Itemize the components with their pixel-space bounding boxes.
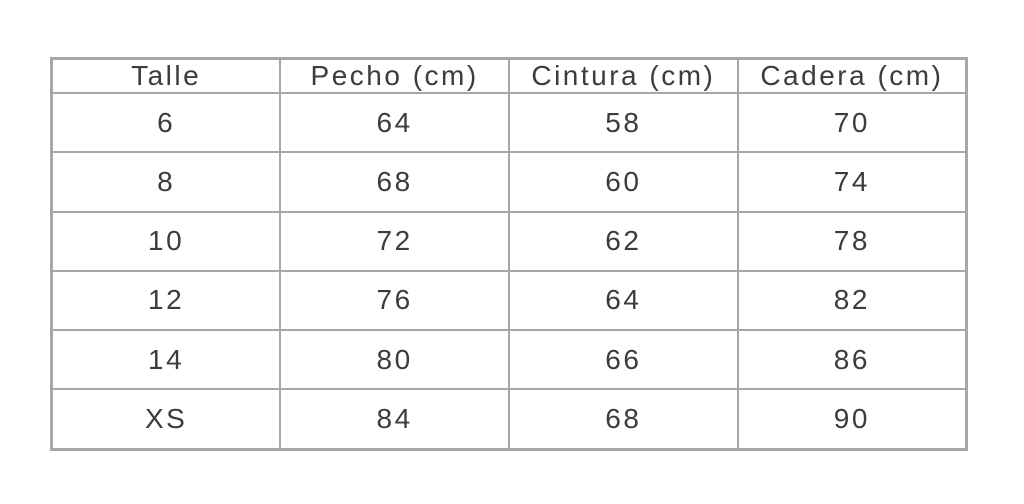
table-cell-talle: 14 <box>50 329 282 391</box>
column-header-cadera: Cadera (cm) <box>736 57 968 94</box>
table-cell-cadera: 74 <box>736 151 968 213</box>
table-cell-talle: 6 <box>50 91 282 154</box>
table-cell-pecho: 76 <box>279 269 510 332</box>
table-row: 14 80 66 86 <box>50 329 968 391</box>
table-cell-talle: 8 <box>50 151 282 213</box>
table-cell-cintura: 58 <box>508 91 739 154</box>
table-cell-pecho: 84 <box>279 388 510 451</box>
table-cell-cadera: 82 <box>736 269 968 332</box>
table-cell-pecho: 68 <box>279 151 510 213</box>
table-cell-cintura: 66 <box>508 329 739 391</box>
table-cell-cadera: 78 <box>736 210 968 272</box>
table-row: 8 68 60 74 <box>50 151 968 213</box>
table-cell-cadera: 90 <box>736 388 968 451</box>
table-cell-talle: 12 <box>50 269 282 332</box>
table-cell-cintura: 68 <box>508 388 739 451</box>
column-header-talle: Talle <box>50 57 282 94</box>
column-header-cintura: Cintura (cm) <box>508 57 739 94</box>
table-row: 6 64 58 70 <box>50 91 968 154</box>
table-row: XS 84 68 90 <box>50 388 968 451</box>
column-header-pecho: Pecho (cm) <box>279 57 510 94</box>
table-cell-pecho: 64 <box>279 91 510 154</box>
table-cell-cintura: 60 <box>508 151 739 213</box>
table-cell-cintura: 62 <box>508 210 739 272</box>
table-row: 10 72 62 78 <box>50 210 968 272</box>
table-cell-talle: XS <box>50 388 282 451</box>
table-cell-talle: 10 <box>50 210 282 272</box>
table-cell-pecho: 80 <box>279 329 510 391</box>
table-cell-cadera: 70 <box>736 91 968 154</box>
table-cell-pecho: 72 <box>279 210 510 272</box>
table-cell-cintura: 64 <box>508 269 739 332</box>
size-chart-table: Talle Pecho (cm) Cintura (cm) Cadera (cm… <box>50 57 968 451</box>
table-cell-cadera: 86 <box>736 329 968 391</box>
header-row: Talle Pecho (cm) Cintura (cm) Cadera (cm… <box>50 57 968 94</box>
table-row: 12 76 64 82 <box>50 269 968 332</box>
